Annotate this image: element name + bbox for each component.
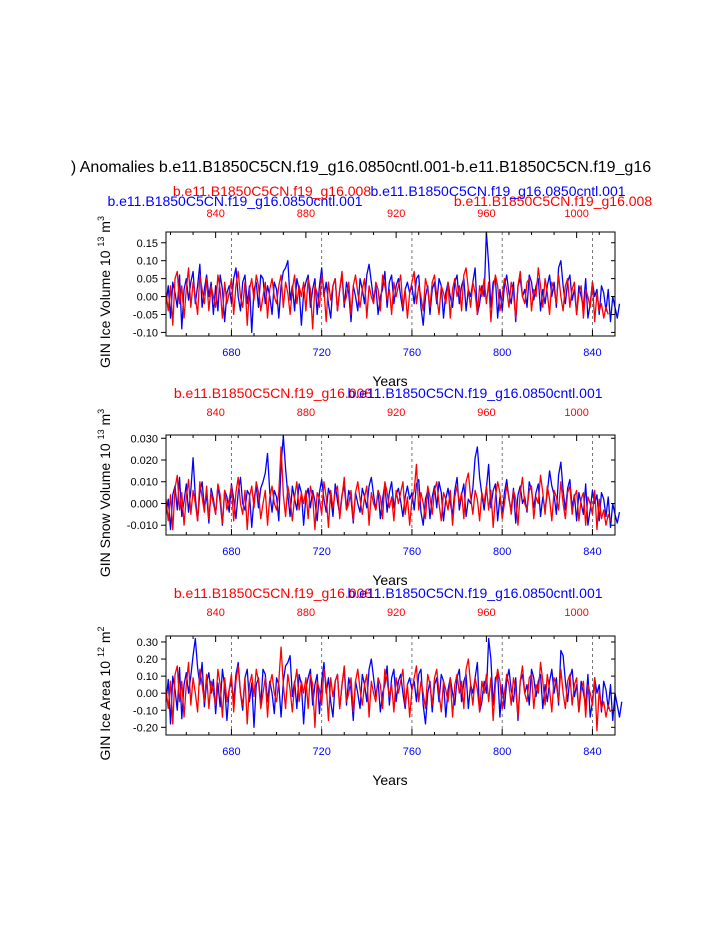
- x-tick-label-top: 920: [387, 607, 405, 619]
- x-tick-label-bottom: 800: [493, 546, 511, 558]
- top-center-blue-label: b.e11.B1850C5CN.f19_g16.0850cntl.001: [347, 585, 602, 601]
- x-tick-label-bottom: 800: [493, 347, 511, 359]
- x-tick-label-bottom: 720: [313, 347, 331, 359]
- x-tick-label-bottom: 720: [313, 746, 331, 758]
- y-axis-label: GIN Ice Area 10 12 m2: [96, 626, 113, 760]
- y-tick-label: 0.15: [137, 238, 158, 250]
- top-center-blue-label: b.e11.B1850C5CN.f19_g16.0850cntl.001: [370, 183, 625, 199]
- y-tick-label: 0.000: [130, 498, 158, 510]
- x-tick-label-top: 840: [206, 407, 224, 419]
- y-tick-label: 0.30: [137, 637, 158, 649]
- x-axis-label: Years: [372, 772, 407, 788]
- y-tick-label: -0.010: [127, 520, 158, 532]
- plot-frame: [165, 231, 616, 337]
- panels: 0.15 0.10 0.05 0.00 -0.05 -0.10 680 720 760 800 84…: [96, 183, 652, 788]
- y-tick-label: 0.10: [137, 671, 158, 683]
- y-tick-label: -0.05: [133, 309, 158, 321]
- y-tick-label: -0.10: [133, 705, 158, 717]
- x-tick-label-top: 960: [477, 407, 495, 419]
- x-tick-label-top: 1000: [564, 607, 588, 619]
- x-tick-label-bottom: 720: [313, 546, 331, 558]
- series-line-red: [165, 446, 612, 531]
- x-tick-label-top: 960: [477, 607, 495, 619]
- panel-ice-area: 0.30 0.20 0.10 0.00 -0.10 -0.20 680 720 760 800 84…: [96, 585, 623, 788]
- x-tick-label-top: 880: [297, 607, 315, 619]
- top-left-case-label: b.e11.B1850C5CN.f19_g16.008: [174, 585, 372, 601]
- x-tick-label-bottom: 680: [222, 746, 240, 758]
- y-tick-label: 0.00: [137, 292, 158, 304]
- x-axis-label: Years: [372, 572, 407, 588]
- x-tick-label-top: 960: [477, 208, 495, 220]
- x-tick-label-bottom: 840: [583, 546, 601, 558]
- x-axis-label: Years: [372, 373, 407, 389]
- y-tick-label: 0.20: [137, 654, 158, 666]
- y-tick-label: 0.10: [137, 256, 158, 268]
- top-left-case-label: b.e11.B1850C5CN.f19_g16.0850cntl.001: [107, 193, 362, 209]
- y-tick-label: 0.030: [130, 433, 158, 445]
- top-right-case-label: b.e11.B1850C5CN.f19_g16.008: [454, 193, 652, 209]
- x-tick-label-top: 840: [206, 208, 224, 220]
- x-tick-label-top: 920: [387, 208, 405, 220]
- x-tick-label-top: 880: [297, 407, 315, 419]
- x-tick-label-top: 920: [387, 407, 405, 419]
- main-title: ) Anomalies b.e11.B1850C5CN.f19_g16.0850…: [71, 159, 651, 176]
- x-tick-label-bottom: 680: [222, 347, 240, 359]
- x-tick-label-bottom: 800: [493, 746, 511, 758]
- panel-snow-volume: 0.030 0.020 0.010 0.000 -0.010 680 720 760 800 84…: [96, 385, 621, 588]
- x-tick-label-top: 880: [297, 208, 315, 220]
- y-tick-label: -0.10: [133, 327, 158, 339]
- plot-frame: [165, 635, 616, 736]
- y-tick-label: 0.010: [130, 477, 158, 489]
- y-axis-label: GIN Snow Volume 10 13 m3: [96, 409, 113, 577]
- x-tick-label-bottom: 840: [583, 347, 601, 359]
- y-tick-label: 0.05: [137, 274, 158, 286]
- top-left-case-label: b.e11.B1850C5CN.f19_g16.008: [174, 385, 372, 401]
- y-tick-label: 0.00: [137, 688, 158, 700]
- x-tick-label-bottom: 840: [583, 746, 601, 758]
- x-tick-label-bottom: 760: [403, 746, 421, 758]
- x-tick-label-bottom: 760: [403, 347, 421, 359]
- panel-ice-volume: 0.15 0.10 0.05 0.00 -0.05 -0.10 680 720 760 800 84…: [96, 183, 652, 389]
- series-line-red: [165, 646, 612, 732]
- y-tick-label: 0.020: [130, 455, 158, 467]
- x-tick-label-top: 840: [206, 607, 224, 619]
- x-tick-label-bottom: 760: [403, 546, 421, 558]
- x-tick-label-top: 1000: [564, 208, 588, 220]
- y-tick-label: -0.20: [133, 722, 158, 734]
- series-line-red: [165, 267, 609, 330]
- x-tick-label-bottom: 680: [222, 546, 240, 558]
- y-axis-label: GIN Ice Volume 10 13 m3: [96, 216, 113, 368]
- plot-frame: [165, 434, 616, 536]
- x-tick-label-top: 1000: [564, 407, 588, 419]
- top-center-red-label: b.e11.B1850C5CN.f19_g16.008: [173, 183, 371, 199]
- top-center-blue-label: b.e11.B1850C5CN.f19_g16.0850cntl.001: [347, 385, 602, 401]
